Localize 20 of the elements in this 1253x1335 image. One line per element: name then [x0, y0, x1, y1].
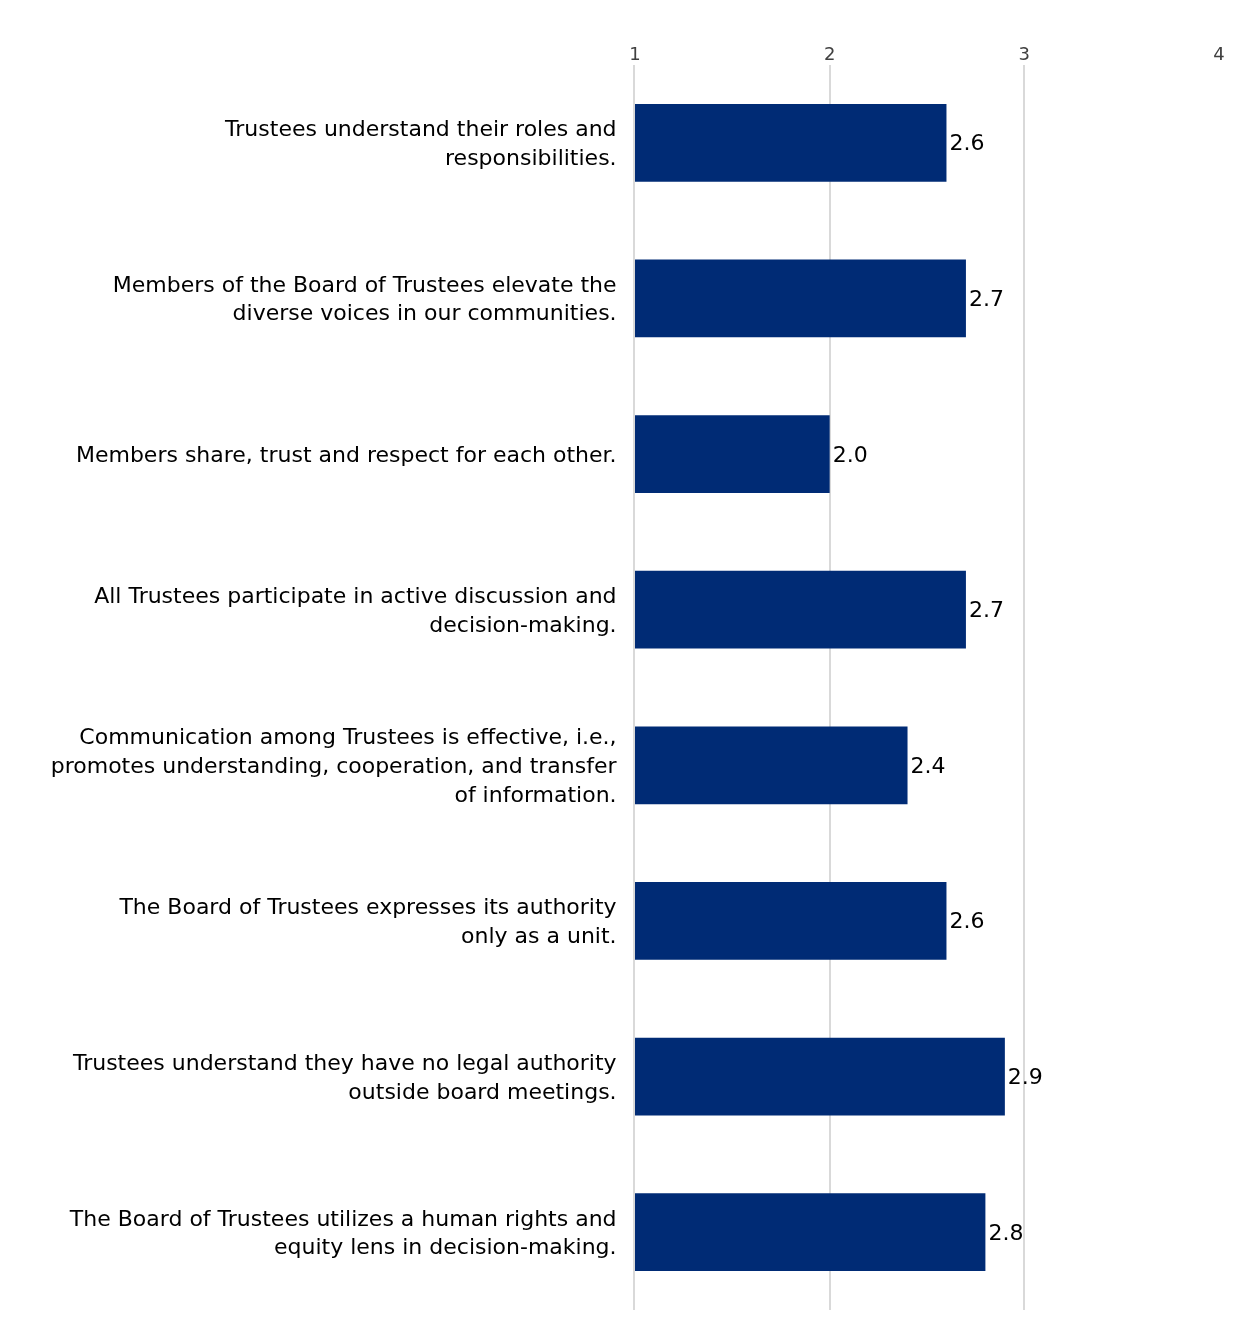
y-tick-label: Members of the Board of Trustees elevate the diverse voices in our communities. — [112, 271, 617, 326]
y-tick-label: Communication among Trustees is effective, i.e., promotes understanding, cooperation, and transfer of information. — [50, 724, 618, 807]
y-tick-label: Trustees understand their roles and responsibilities. — [224, 116, 617, 170]
x-tick-label: 4 — [1213, 43, 1225, 65]
data-label: 2.8 — [988, 1219, 1024, 1245]
x-tick-label: 1 — [629, 43, 641, 65]
x-tick-label: 2 — [823, 43, 836, 65]
data-label: 2.7 — [968, 597, 1004, 623]
data-label: 2.7 — [968, 285, 1004, 311]
data-label: 2.9 — [1007, 1064, 1043, 1090]
y-tick-label: The Board of Trustees utilizes a human rights and equity lens in decision-making. — [68, 1205, 617, 1260]
y-tick-label: Trustees understand they have no legal authority outside board meetings. — [71, 1049, 617, 1104]
x-tick-label: 3 — [1018, 43, 1031, 65]
data-label: 2.4 — [910, 752, 946, 778]
data-label: 2.6 — [949, 130, 985, 156]
data-label: 2.0 — [832, 441, 868, 467]
y-tick-label: All Trustees participate in active discussion and decision-making. — [94, 583, 617, 637]
y-tick-label: The Board of Trustees expresses its authority only as a unit. — [118, 894, 617, 948]
data-label: 2.6 — [949, 908, 985, 934]
y-tick-label: Members share, trust and respect for each other. — [75, 441, 617, 467]
